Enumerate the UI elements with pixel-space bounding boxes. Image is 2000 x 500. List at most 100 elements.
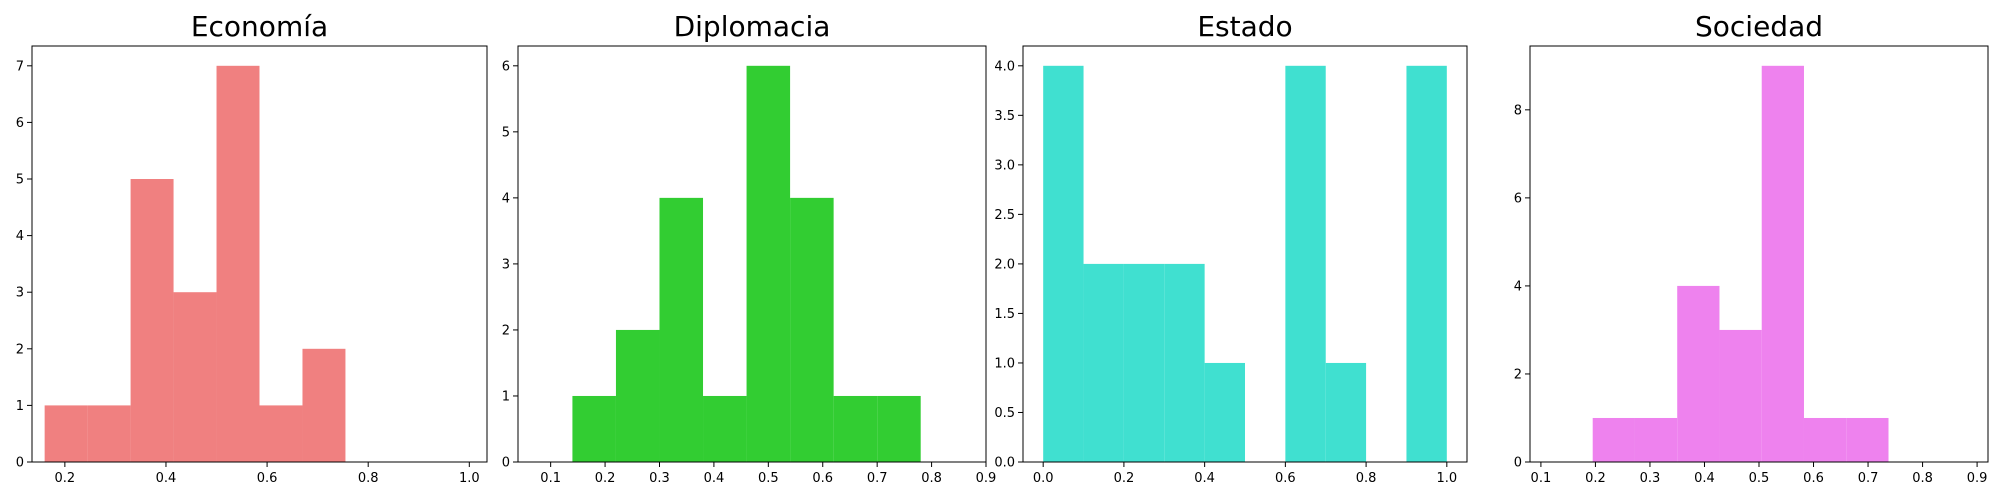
chart-panel: Economía 0.2 0.4 0.6 0.8 1.0 0 1 2 3 4 5 6 7	[16, 10, 488, 486]
chart-title: Diplomacia	[674, 10, 831, 43]
x-tick-label: 0.8	[358, 471, 379, 486]
x-tick-label: 0.3	[1640, 471, 1661, 486]
y-tick-label: 2	[16, 342, 24, 357]
histogram-bar	[87, 405, 131, 462]
chart-title: Estado	[1197, 10, 1292, 43]
histogram-bar	[216, 65, 260, 463]
y-tick-label: 6	[502, 59, 510, 74]
y-tick-label: 4	[502, 191, 510, 206]
y-tick-label: 7	[16, 59, 24, 74]
x-tick-label: 0.5	[758, 471, 779, 486]
y-tick-label: 3.0	[994, 158, 1015, 173]
x-tick-label: 0.2	[55, 471, 76, 486]
y-tick-label: 4.0	[994, 59, 1015, 74]
x-tick-label: 0.4	[156, 471, 177, 486]
histogram-bar	[302, 348, 346, 462]
histogram-bar	[877, 395, 921, 462]
histogram-bar	[173, 292, 217, 462]
histogram-bar	[1123, 263, 1165, 462]
x-tick-label: 0.4	[1194, 471, 1215, 486]
x-tick-label: 0.8	[1912, 471, 1933, 486]
chart-title: Economía	[191, 10, 328, 43]
x-tick-label: 1.0	[459, 471, 480, 486]
y-tick-label: 1.5	[994, 307, 1015, 322]
y-tick-label: 4	[16, 229, 24, 244]
y-tick-label: 2.5	[994, 208, 1015, 223]
histogram-bar	[1634, 417, 1678, 462]
x-tick-label: 0.0	[1033, 471, 1054, 486]
chart-panel: Sociedad 0.1 0.2 0.3 0.4 0.5 0.6 0.7 0.8 0.9 0 2 4 6 8	[1514, 10, 1989, 486]
y-tick-label: 0	[16, 456, 24, 471]
chart-panel: Diplomacia 0.1 0.2 0.3 0.4 0.5 0.6 0.7 0.8 0.9 0 1 2…	[502, 10, 997, 486]
histogram-bar	[1043, 65, 1084, 463]
y-tick-label: 1	[16, 399, 24, 414]
y-tick-label: 3	[502, 257, 510, 272]
y-tick-label: 0	[1514, 456, 1522, 471]
x-tick-label: 0.7	[867, 471, 888, 486]
x-tick-label: 0.6	[812, 471, 833, 486]
y-tick-label: 8	[1514, 103, 1522, 118]
histogram-bar	[1761, 65, 1804, 463]
x-tick-label: 0.6	[1275, 471, 1296, 486]
x-tick-label: 0.1	[540, 471, 561, 486]
histogram-bar	[1083, 263, 1124, 462]
y-tick-label: 5	[502, 125, 510, 140]
histogram-bar	[572, 395, 616, 462]
histogram-bar	[44, 405, 88, 462]
x-tick-label: 0.3	[649, 471, 670, 486]
x-tick-label: 0.7	[1858, 471, 1879, 486]
x-tick-label: 0.6	[1803, 471, 1824, 486]
histogram-bar	[259, 405, 303, 462]
chart-title: Sociedad	[1695, 10, 1823, 43]
x-tick-label: 0.4	[704, 471, 725, 486]
histogram-bar	[659, 197, 704, 462]
x-tick-label: 0.8	[921, 471, 942, 486]
y-tick-label: 5	[16, 173, 24, 188]
histogram-bar	[833, 395, 878, 462]
histogram-bar	[746, 65, 791, 463]
y-tick-label: 0.5	[994, 406, 1015, 421]
histogram-bar	[1592, 417, 1635, 462]
chart-panel: Estado 0.0 0.2 0.4 0.6 0.8 1.0 0.0 0.5 1.0 1.5 2.0 2…	[994, 10, 1468, 486]
x-tick-label: 0.2	[1585, 471, 1606, 486]
y-tick-label: 6	[1514, 191, 1522, 206]
y-tick-label: 0.0	[994, 456, 1015, 471]
y-tick-label: 4	[1514, 279, 1522, 294]
histogram-bar	[1325, 362, 1367, 462]
y-tick-label: 2	[502, 323, 510, 338]
histogram-bar	[1204, 362, 1245, 462]
histogram-bar	[1803, 417, 1847, 462]
axes-frame	[517, 45, 987, 463]
y-tick-label: 2	[1514, 367, 1522, 382]
y-tick-label: 2.0	[994, 257, 1015, 272]
x-tick-label: 1.0	[1436, 471, 1457, 486]
y-tick-label: 6	[16, 116, 24, 131]
histogram-bar	[1164, 263, 1205, 462]
y-tick-label: 0	[502, 456, 510, 471]
x-tick-label: 0.9	[976, 471, 997, 486]
axes-frame	[1022, 45, 1468, 463]
x-tick-label: 0.2	[1114, 471, 1135, 486]
x-tick-label: 0.5	[1749, 471, 1770, 486]
histogram-bar	[1719, 329, 1762, 462]
histogram-bar	[790, 197, 834, 462]
histogram-bar	[1406, 65, 1447, 463]
y-tick-label: 1	[502, 389, 510, 404]
x-tick-label: 0.4	[1694, 471, 1715, 486]
histogram-bar	[703, 395, 747, 462]
x-tick-label: 0.6	[257, 471, 278, 486]
histogram-bar	[130, 179, 174, 462]
axes-frame	[31, 45, 488, 463]
histogram-bar	[1846, 417, 1889, 462]
x-tick-label: 0.9	[1967, 471, 1988, 486]
x-tick-label: 0.1	[1531, 471, 1552, 486]
x-tick-label: 0.2	[595, 471, 616, 486]
histogram-bar	[1285, 65, 1326, 463]
histogram-bar	[615, 329, 660, 462]
y-tick-label: 3.5	[994, 109, 1015, 124]
y-tick-label: 1.0	[994, 356, 1015, 371]
y-tick-label: 3	[16, 286, 24, 301]
histogram-bar	[1677, 285, 1720, 462]
x-tick-label: 0.8	[1356, 471, 1377, 486]
